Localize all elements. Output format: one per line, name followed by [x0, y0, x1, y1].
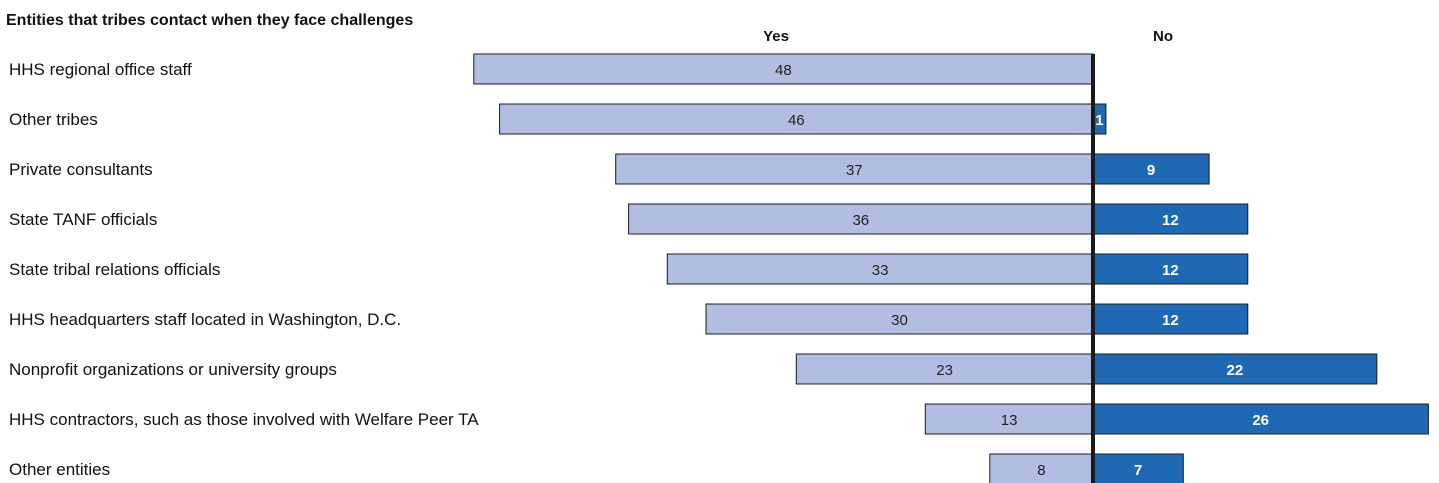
legend-no-header: No [1153, 28, 1173, 45]
bar-no-value-label: 1 [1095, 112, 1103, 129]
category-label: Other entities [9, 460, 110, 479]
category-label: Nonprofit organizations or university gr… [9, 360, 337, 379]
category-label: HHS regional office staff [9, 60, 192, 79]
bar-no-value-label: 12 [1162, 312, 1179, 329]
category-label: Private consultants [9, 160, 153, 179]
bar-no-value-label: 9 [1147, 162, 1155, 179]
bar-no [1092, 453, 1184, 483]
bar-no-value-label: 7 [1134, 462, 1142, 479]
bar-yes-value-label: 33 [872, 262, 889, 279]
bar-no [1092, 153, 1210, 185]
bar-yes [473, 53, 1094, 85]
bar-no [1092, 403, 1429, 435]
category-label: HHS contractors, such as those involved … [9, 410, 479, 429]
category-label: State tribal relations officials [9, 260, 220, 279]
bar-no [1092, 203, 1249, 235]
bar-yes [499, 103, 1094, 135]
chart-rows: HHS regional office staff 48 Other tribes 4… [9, 53, 1429, 483]
category-label: State TANF officials [9, 210, 157, 229]
bar-yes-value-label: 37 [846, 162, 863, 179]
bar-yes [615, 153, 1094, 185]
bar-yes [705, 303, 1094, 335]
bar-no-value-label: 22 [1227, 362, 1244, 379]
bar-yes-value-label: 36 [852, 212, 869, 229]
bar-yes [924, 403, 1094, 435]
bar-no [1092, 353, 1378, 385]
bar-yes-value-label: 23 [936, 362, 953, 379]
bar-yes [795, 353, 1094, 385]
bar-no-value-label: 12 [1162, 262, 1179, 279]
bar-yes-value-label: 13 [1001, 412, 1018, 429]
bar-yes-value-label: 46 [788, 112, 805, 129]
bar-no-value-label: 26 [1252, 412, 1269, 429]
bar-yes [628, 203, 1094, 235]
bar-no-value-label: 12 [1162, 212, 1179, 229]
bar-yes-value-label: 30 [891, 312, 908, 329]
bar-yes-value-label: 48 [775, 62, 792, 79]
legend-yes-header: Yes [763, 28, 789, 45]
chart-title: Entities that tribes contact when they f… [6, 12, 413, 29]
category-label: Other tribes [9, 110, 98, 129]
bar-yes-value-label: 8 [1037, 462, 1045, 479]
bar-yes [989, 453, 1094, 483]
category-label: HHS headquarters staff located in Washin… [9, 310, 401, 329]
